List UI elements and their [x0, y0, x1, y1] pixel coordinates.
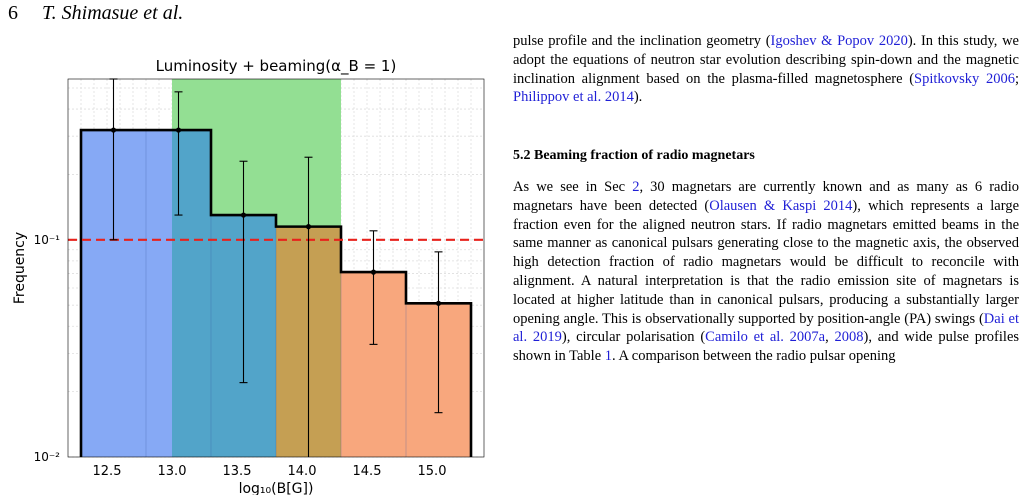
page-number: 6 [8, 2, 18, 24]
y-axis-label: Frequency [12, 232, 28, 304]
citation-link[interactable]: 1 [604, 348, 613, 365]
paragraph-text: ). [633, 89, 643, 106]
x-axis-label: log₁₀(B[G]) [239, 481, 314, 495]
data-point [110, 127, 117, 133]
citation-link[interactable]: 2008 [834, 329, 864, 346]
data-point [305, 224, 312, 230]
running-authors: T. Shimasue et al. [42, 2, 184, 24]
data-point [370, 269, 377, 275]
paragraph-text: ), and wide pulse profiles shown in Tabl… [513, 329, 1020, 365]
citation-link[interactable]: Camilo et al. 2007a [705, 329, 826, 346]
x-tick-label: 14.0 [288, 464, 317, 479]
chart-title: Luminosity + beaming(α_B = 1) [156, 57, 397, 76]
x-tick-label: 13.0 [158, 464, 187, 479]
paragraph-text: . A comparison between the radio pulsar … [612, 348, 896, 365]
axes-frame [67, 78, 485, 458]
citation-link[interactable]: 2 [632, 178, 640, 195]
paragraph-text: , 30 magnetars are currently known and a… [513, 178, 1019, 214]
x-tick-label: 12.5 [93, 464, 122, 479]
histogram-bar-2 [146, 130, 172, 457]
running-header: 6 T. Shimasue et al. [8, 2, 183, 25]
paragraph-text: ), circular polarisation ( [561, 329, 706, 346]
paragraph-text: ), which represents a large fraction eve… [513, 197, 1019, 327]
data-point [175, 127, 182, 133]
y-tick-label: 10⁻¹ [34, 233, 61, 247]
paragraph-1: pulse profile and the inclination geomet… [513, 32, 1019, 107]
section-heading: 5.2 Beaming fraction of radio magnetars [513, 148, 755, 164]
citation-link[interactable]: Dai et al. 2019 [513, 310, 1019, 346]
citation-link[interactable]: Philippov et al. 2014 [513, 89, 634, 106]
data-point [240, 212, 247, 218]
paragraph-text: pulse profile and the inclination geomet… [513, 33, 771, 49]
paragraph-text: As we see in Sec [513, 178, 633, 195]
histogram-outline [79, 128, 473, 457]
histogram-chart: 12.5 13.0 13.5 14.0 14.5 15.0 10⁻² 10⁻¹ Luminosi… [12, 57, 485, 495]
paragraph-text: , [825, 329, 835, 346]
y-tick-label: 10⁻² [34, 450, 61, 464]
paragraph-2: As we see in Sec 2, 30 magnetars are cur… [513, 178, 1019, 366]
paragraph-text: ; [1014, 70, 1019, 87]
citation-link[interactable]: Spitkovsky 2006 [914, 70, 1015, 87]
text-column: pulse profile and the inclination geomet… [513, 32, 1019, 366]
citation-link[interactable]: Olausen & Kaspi 2014 [709, 197, 853, 214]
histogram-bar-2 [172, 130, 211, 457]
x-tick-label: 15.0 [418, 464, 447, 479]
citation-link[interactable]: Igoshev & Popov 2020 [770, 33, 908, 49]
x-tick-label: 14.5 [353, 464, 382, 479]
histogram-figure: 12.5 13.0 13.5 14.0 14.5 15.0 10⁻² 10⁻¹ Luminosi… [0, 52, 500, 495]
data-point [435, 300, 442, 306]
x-tick-label: 13.5 [223, 464, 252, 479]
paragraph-text: ). In this study, we adopt the equations… [513, 33, 1019, 87]
